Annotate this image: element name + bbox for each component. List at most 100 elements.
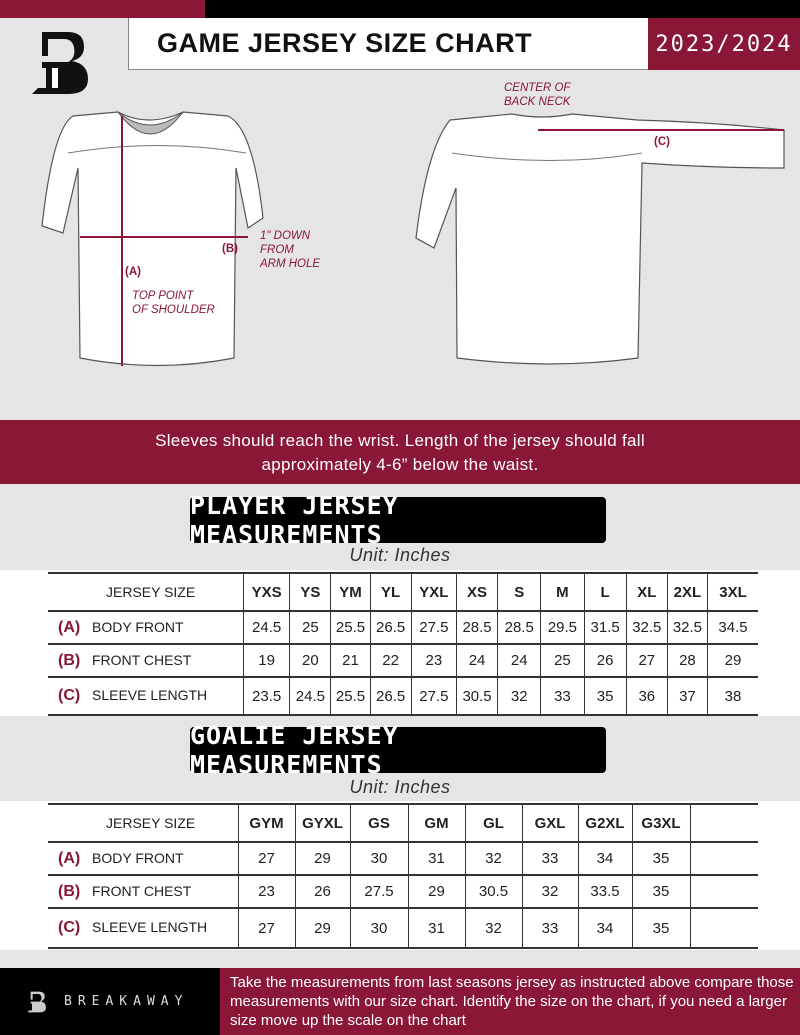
jersey-size-header: JERSEY SIZE (48, 572, 244, 612)
measurement-cell: 32 (497, 677, 541, 716)
measurement-cell: 23.5 (242, 677, 290, 716)
size-header: GXL (521, 803, 578, 843)
measurement-cell: 37 (666, 677, 708, 716)
measurement-cell: 32 (464, 908, 522, 949)
measurement-cell: 20 (289, 644, 331, 678)
measurement-cell: 21 (330, 644, 371, 678)
measurement-cell: 27.5 (349, 875, 408, 909)
table-row: (C) SLEEVE LENGTH 23.5 24.5 25.5 26.5 27.5 30.5… (48, 677, 758, 716)
size-header: L (583, 572, 627, 612)
breakaway-logo-small-icon (27, 991, 46, 1012)
row-name: SLEEVE LENGTH (92, 687, 208, 703)
row-name: BODY FRONT (92, 849, 184, 866)
goalie-unit-label: Unit: Inches (349, 777, 451, 797)
brand-name: BREAKAWAY (64, 994, 189, 1009)
footer-note: Take the measurements from last seasons … (220, 968, 800, 1035)
size-header: G2XL (577, 803, 632, 843)
size-header: XS (455, 572, 498, 612)
row-label: (A) BODY FRONT (48, 611, 244, 645)
measurement-cell: 22 (369, 644, 412, 678)
breakaway-logo-icon (32, 32, 88, 94)
goalie-section-title: GOALIE JERSEY MEASUREMENTS (190, 721, 606, 779)
measurement-cell: 27.5 (410, 677, 457, 716)
row-label: (B) FRONT CHEST (48, 644, 244, 678)
row-letter: (A) (58, 618, 81, 636)
measurement-cell (689, 908, 758, 949)
row-letter: (A) (58, 849, 81, 867)
measurement-cell: 31.5 (583, 611, 627, 645)
label-b-description: 1" DOWN FROM ARM HOLE (260, 230, 321, 270)
measurement-cell: 27.5 (410, 611, 457, 645)
label-b-marker: (B) (222, 243, 238, 255)
measurement-cell: 27 (625, 644, 668, 678)
measurement-cell: 34.5 (707, 611, 758, 645)
top-accent-bar (0, 0, 205, 18)
goalie-measurements-table: JERSEY SIZE GYM GYXL GS GM GL GXL G2XL G3XL (A) BO… (48, 803, 758, 949)
measurement-cell: 30 (349, 908, 408, 949)
row-letter: (B) (58, 882, 81, 900)
table-header-row: JERSEY SIZE GYM GYXL GS GM GL GXL G2XL G3XL (48, 803, 758, 843)
row-letter: (C) (58, 919, 81, 936)
measurement-cell: 24.5 (289, 677, 331, 716)
measurement-cell: 30.5 (455, 677, 498, 716)
table-row: (A) BODY FRONT 24.5 25 25.5 26.5 27.5 28.5 28.5 2… (48, 611, 758, 645)
label-a-marker: (A) (125, 266, 141, 278)
size-header: YXS (242, 572, 290, 612)
measurement-cell: 29 (294, 908, 350, 949)
size-header: S (497, 572, 541, 612)
footer-brand: BREAKAWAY (0, 968, 220, 1035)
measurement-cell: 24 (455, 644, 498, 678)
measurement-cell: 35 (631, 875, 690, 909)
row-label: (A) BODY FRONT (48, 842, 238, 876)
size-header: GYM (237, 803, 295, 843)
measurement-cell: 32.5 (625, 611, 668, 645)
size-header: 3XL (707, 572, 758, 612)
measurement-cell: 25 (289, 611, 331, 645)
measurement-cell: 33 (521, 842, 578, 876)
size-header (689, 803, 758, 843)
banner-line-1: Sleeves should reach the wrist. Length o… (155, 431, 645, 450)
size-header: YM (330, 572, 371, 612)
measurement-cell: 24 (497, 644, 541, 678)
measurement-cell: 35 (583, 677, 627, 716)
front-jersey-diagram (41, 111, 264, 367)
measurement-cell: 26 (294, 875, 350, 909)
size-header: GM (407, 803, 465, 843)
table-header-row: JERSEY SIZE YXS YS YM YL YXL XS S M L XL 2XL 3XL (48, 572, 758, 612)
size-header: GYXL (294, 803, 350, 843)
size-header: YXL (410, 572, 457, 612)
measurement-cell: 26 (583, 644, 627, 678)
measurement-cell (689, 875, 758, 909)
measurement-cell: 31 (407, 842, 465, 876)
measurement-cell: 29 (294, 842, 350, 876)
row-letter: (B) (58, 651, 81, 669)
measurement-cell: 30.5 (464, 875, 522, 909)
table-row: (B) FRONT CHEST 19 20 21 22 23 24 24 25 26 27 28 29 (48, 644, 758, 678)
table-row: (B) FRONT CHEST 23 26 27.5 29 30.5 32 33.5 35 (48, 875, 758, 909)
measurement-cell: 32.5 (666, 611, 708, 645)
measurement-cell: 23 (410, 644, 457, 678)
measurement-cell: 25.5 (330, 677, 371, 716)
back-jersey-diagram (415, 113, 785, 365)
measurement-cell: 27 (237, 908, 295, 949)
season-badge: 2023/2024 (648, 18, 800, 70)
measurement-cell: 33 (521, 908, 578, 949)
size-header: 2XL (666, 572, 708, 612)
row-letter: (C) (58, 687, 81, 704)
page-title: GAME JERSEY SIZE CHART (128, 18, 648, 70)
measurement-cell: 25 (540, 644, 585, 678)
measurement-cell: 34 (577, 842, 632, 876)
measurement-cell: 26.5 (369, 611, 412, 645)
size-header: GS (349, 803, 408, 843)
size-header: G3XL (631, 803, 690, 843)
fit-instructions-banner: Sleeves should reach the wrist. Length o… (0, 420, 800, 484)
measurement-cell: 36 (625, 677, 668, 716)
size-header: YL (369, 572, 412, 612)
size-header: M (540, 572, 585, 612)
measurement-cell: 33 (540, 677, 585, 716)
top-black-bar (205, 0, 800, 18)
measurement-cell: 25.5 (330, 611, 371, 645)
player-section-title: PLAYER JERSEY MEASUREMENTS (190, 491, 606, 549)
banner-line-2: approximately 4-6” below the waist. (261, 455, 539, 474)
measurement-cell: 19 (242, 644, 290, 678)
